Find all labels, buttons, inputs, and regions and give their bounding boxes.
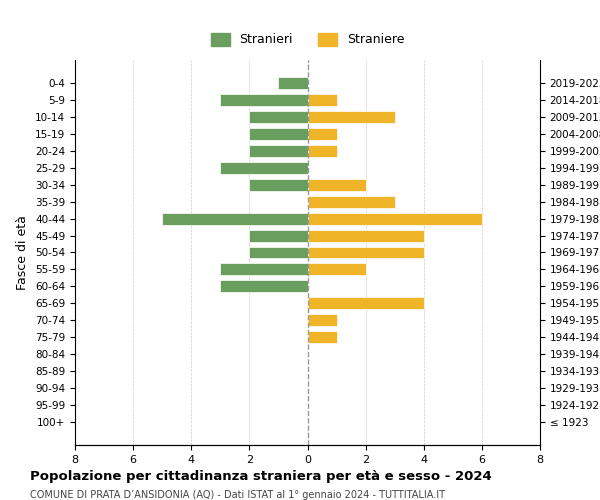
Bar — [308, 213, 482, 224]
Bar — [220, 280, 308, 292]
Bar — [162, 213, 308, 224]
Legend: Stranieri, Straniere: Stranieri, Straniere — [206, 28, 409, 52]
Bar — [308, 314, 337, 326]
Bar — [308, 145, 337, 157]
Text: COMUNE DI PRATA D’ANSIDONIA (AQ) - Dati ISTAT al 1° gennaio 2024 - TUTTITALIA.IT: COMUNE DI PRATA D’ANSIDONIA (AQ) - Dati … — [30, 490, 445, 500]
Bar — [250, 145, 308, 157]
Bar — [250, 112, 308, 123]
Bar — [250, 246, 308, 258]
Bar — [250, 128, 308, 140]
Bar — [278, 78, 308, 90]
Bar — [220, 162, 308, 174]
Bar — [308, 128, 337, 140]
Bar — [250, 179, 308, 191]
Bar — [308, 331, 337, 343]
Y-axis label: Fasce di età: Fasce di età — [16, 215, 29, 290]
Bar — [220, 264, 308, 276]
Bar — [220, 94, 308, 106]
Bar — [308, 112, 395, 123]
Bar — [308, 230, 424, 241]
Bar — [308, 298, 424, 309]
Text: Popolazione per cittadinanza straniera per età e sesso - 2024: Popolazione per cittadinanza straniera p… — [30, 470, 492, 483]
Bar — [308, 246, 424, 258]
Bar — [250, 230, 308, 241]
Bar — [308, 94, 337, 106]
Bar — [308, 179, 365, 191]
Bar — [308, 264, 365, 276]
Bar — [308, 196, 395, 207]
